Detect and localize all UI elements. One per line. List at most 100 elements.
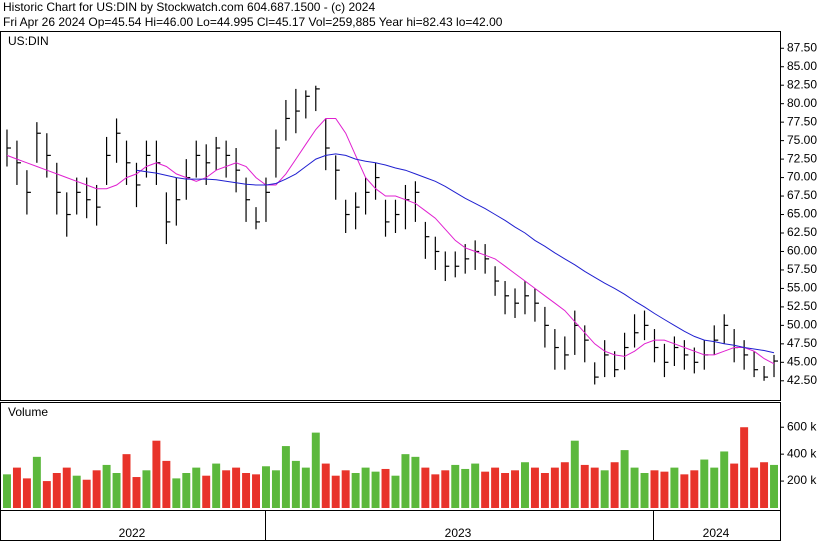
y-tick-label: 65.00: [787, 207, 817, 221]
volume-bar: [281, 446, 290, 508]
y-tick-label: 57.50: [787, 262, 817, 276]
volume-bar: [301, 467, 310, 508]
volume-bar: [252, 474, 260, 508]
y-tick-label: 60.00: [787, 244, 817, 258]
volume-bar: [550, 467, 559, 508]
volume-bar: [262, 466, 270, 508]
volume-bar: [42, 481, 51, 508]
y-tick-label: 70.00: [787, 170, 817, 184]
volume-bar: [311, 432, 320, 508]
volume-bar: [212, 463, 221, 508]
volume-bar: [710, 467, 719, 508]
volume-bar: [22, 478, 31, 508]
volume-bar: [401, 454, 410, 508]
volume-bar: [530, 467, 539, 508]
y-tick-label: 45.00: [787, 354, 817, 368]
volume-bar: [132, 477, 141, 508]
chart-title: Historic Chart for US:DIN by Stockwatch.…: [3, 0, 375, 14]
volume-bar: [680, 474, 689, 508]
y-tick-label: 50.00: [787, 318, 817, 332]
volume-bar: [630, 467, 639, 508]
y-tick-label: 200 k: [787, 473, 817, 487]
volume-bar: [62, 467, 71, 508]
x-tick-label: 2022: [119, 526, 146, 540]
volume-bar: [431, 474, 440, 508]
volume-bar: [321, 463, 330, 508]
y-tick-label: 400 k: [787, 446, 817, 460]
y-tick-label: 72.50: [787, 151, 817, 165]
volume-bar: [511, 470, 519, 508]
volume-bar: [750, 467, 759, 508]
volume-bar: [32, 456, 41, 508]
volume-bar: [3, 474, 11, 508]
volume-bar: [371, 471, 380, 508]
panel-label: US:DIN: [8, 34, 49, 48]
volume-bar: [481, 471, 490, 508]
volume-bar: [521, 462, 529, 508]
moving-average: [6, 118, 775, 365]
volume-bar: [192, 467, 201, 508]
volume-bar: [421, 467, 430, 508]
volume-bar: [610, 462, 619, 508]
y-tick-label: 55.00: [787, 281, 817, 295]
volume-bar: [52, 473, 61, 508]
volume-bar: [122, 454, 131, 508]
time-axis-panel: [0, 510, 781, 541]
moving-average: [136, 153, 775, 354]
volume-bar: [730, 463, 739, 508]
y-tick-label: 47.50: [787, 336, 817, 350]
y-tick-label: 67.50: [787, 188, 817, 202]
volume-bar: [570, 440, 579, 508]
volume-bar: [740, 427, 749, 508]
volume-bar: [361, 467, 370, 508]
volume-bar: [351, 473, 360, 508]
volume-bar: [501, 473, 510, 508]
volume-bar: [640, 473, 649, 508]
volume-bar: [560, 462, 569, 508]
volume-bar: [391, 475, 400, 508]
volume-bar: [760, 462, 769, 508]
volume-bar: [291, 460, 300, 508]
volume-bar: [660, 471, 669, 508]
y-tick-label: 82.50: [787, 77, 817, 91]
volume-bar: [82, 479, 91, 508]
volume-bar: [590, 467, 599, 508]
volume-bar: [700, 459, 709, 508]
y-tick-label: 42.50: [787, 373, 817, 387]
volume-bar: [411, 456, 420, 508]
y-tick-label: 600 k: [787, 419, 817, 433]
volume-bar: [720, 451, 729, 508]
panel-label: Volume: [8, 405, 48, 419]
volume-bar: [92, 470, 101, 508]
volume-bar: [112, 473, 121, 508]
quote-line: Fri Apr 26 2024 Op=45.54 Hi=46.00 Lo=44.…: [3, 15, 503, 29]
x-tick-label: 2023: [445, 526, 472, 540]
volume-bar: [341, 470, 350, 508]
volume-bar: [202, 475, 211, 508]
volume-bar: [182, 473, 191, 508]
volume-bar: [331, 475, 340, 508]
volume-bar: [451, 464, 460, 508]
volume-bar: [72, 475, 81, 508]
price-panel: [0, 31, 781, 401]
volume-bar: [242, 473, 251, 508]
y-tick-label: 52.50: [787, 299, 817, 313]
volume-bar: [540, 473, 549, 508]
volume-bar: [381, 468, 390, 508]
volume-bar: [600, 470, 609, 508]
x-tick-label: 2024: [703, 526, 730, 540]
volume-bar: [770, 464, 778, 508]
volume-bar: [102, 464, 111, 508]
y-tick-label: 77.50: [787, 114, 817, 128]
volume-bar: [232, 467, 241, 508]
y-tick-label: 80.00: [787, 96, 817, 110]
volume-bar: [471, 463, 480, 508]
volume-bar: [650, 470, 659, 508]
y-tick-label: 87.50: [787, 40, 817, 54]
y-tick-label: 62.50: [787, 225, 817, 239]
volume-bar: [222, 470, 231, 508]
y-tick-label: 85.00: [787, 59, 817, 73]
